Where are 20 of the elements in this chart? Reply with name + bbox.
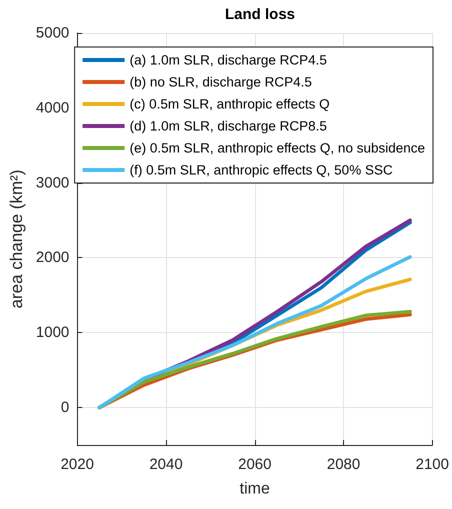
y-tick-label: 4000 <box>36 99 70 116</box>
x-tick-label: 2020 <box>60 456 94 473</box>
x-tick-label: 2060 <box>238 456 272 473</box>
legend-label: (f) 0.5m SLR, anthropic effects Q, 50% SSC <box>130 162 393 178</box>
y-tick-label: 5000 <box>36 24 70 42</box>
y-tick-label: 0 <box>60 399 70 416</box>
legend-label: (a) 1.0m SLR, discharge RCP4.5 <box>130 52 327 68</box>
chart-title: Land loss <box>224 6 296 23</box>
legend-label: (e) 0.5m SLR, anthropic effects Q, no subsidence <box>130 140 425 156</box>
y-tick-label: 2000 <box>36 249 70 266</box>
legend-label: (c) 0.5m SLR, anthropic effects Q <box>130 96 330 112</box>
legend-label: (b) no SLR, discharge RCP4.5 <box>130 74 312 90</box>
x-tick-label: 2100 <box>416 456 450 473</box>
x-tick-label: 2080 <box>326 456 360 473</box>
x-tick-label: 2040 <box>149 456 183 473</box>
legend-label: (d) 1.0m SLR, discharge RCP8.5 <box>130 118 327 134</box>
x-axis-title: time <box>240 480 270 498</box>
y-tick-label: 1000 <box>36 324 70 342</box>
y-axis-title: area change (km²) <box>7 170 26 308</box>
y-tick-label: 3000 <box>36 174 70 192</box>
